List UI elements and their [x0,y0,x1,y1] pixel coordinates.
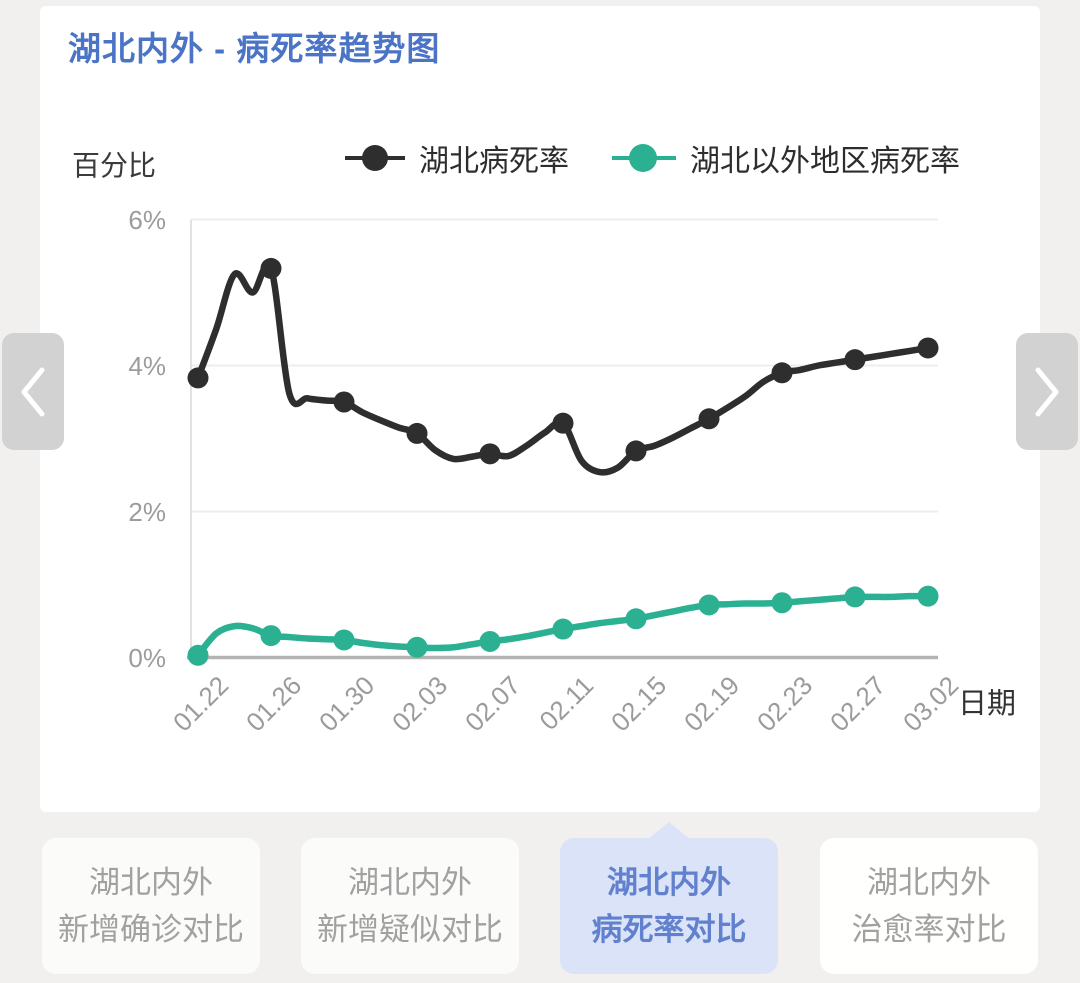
chevron-left-icon [21,367,45,416]
tab-cure-rate-compare[interactable]: 湖北内外 治愈率对比 [820,838,1038,974]
page-title: 湖北内外 - 病死率趋势图 [68,30,441,67]
y-tick-2: 2% [128,497,166,527]
tab-new-confirmed-compare[interactable]: 湖北内外 新增确诊对比 [42,838,260,974]
tab-new-suspected-compare[interactable]: 湖北内外 新增疑似对比 [301,838,519,974]
tab-label-line1: 湖北内外 [867,865,991,900]
legend-marker-outside-icon [612,144,676,172]
y-tick-6: 6% [128,205,166,235]
y-tick-0: 0% [128,643,166,673]
tab-label-line2: 治愈率对比 [851,912,1007,947]
legend-label-outside: 湖北以外地区病死率 [690,145,960,178]
x-axis-unit-label: 日期 [958,688,1017,720]
legend-item-outside: 湖北以外地区病死率 [612,139,960,178]
tab-label-line2: 新增确诊对比 [58,912,244,947]
tab-label-line1: 湖北内外 [607,865,731,900]
next-button[interactable] [1016,333,1078,450]
tab-label-line2: 新增疑似对比 [317,912,503,947]
prev-button[interactable] [2,333,64,450]
legend-label-hubei: 湖北病死率 [419,145,569,178]
tab-label-line2: 病死率对比 [591,912,747,947]
chevron-right-icon [1035,367,1059,416]
active-tab-notch [648,822,690,839]
tab-label-line1: 湖北内外 [89,865,213,900]
tab-label-line1: 湖北内外 [348,865,472,900]
tab-fatality-rate-compare[interactable]: 湖北内外 病死率对比 [560,822,778,974]
legend-marker-hubei-icon [345,145,405,171]
y-axis-unit-label: 百分比 [72,150,157,181]
y-tick-4: 4% [128,351,166,381]
legend-item-hubei: 湖北病死率 [345,139,569,178]
